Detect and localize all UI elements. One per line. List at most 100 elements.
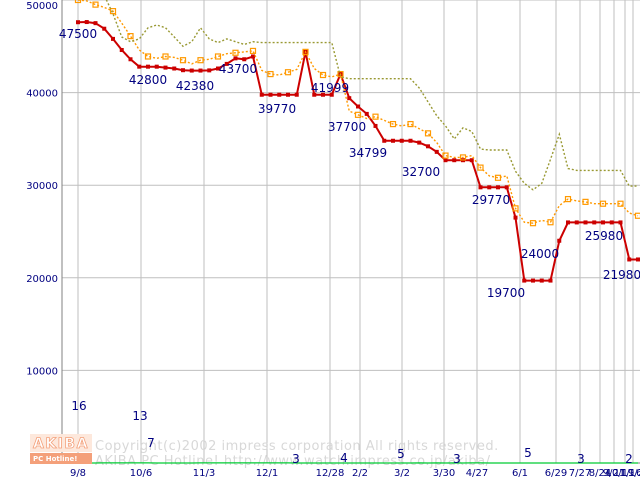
x-axis-tick-label: 9/21 xyxy=(603,468,625,479)
data-point-marker xyxy=(478,185,483,190)
y-axis-tick-label: 20000 xyxy=(26,274,58,285)
data-point-marker xyxy=(93,21,98,26)
price-label: 24000 xyxy=(521,247,559,261)
data-point-marker xyxy=(443,158,448,163)
data-point-marker xyxy=(452,158,457,163)
data-point-marker xyxy=(417,140,422,145)
data-point-marker xyxy=(162,53,169,60)
grid-lines xyxy=(61,0,640,464)
data-point-marker xyxy=(249,47,257,55)
data-point-marker xyxy=(214,53,222,60)
data-point-marker xyxy=(172,66,177,71)
x-axis-tick-label: 11/16 xyxy=(614,468,640,479)
logo-sub-background xyxy=(30,453,92,464)
data-point-marker xyxy=(469,158,474,163)
data-point-marker xyxy=(154,64,159,69)
data-point-marker xyxy=(434,149,439,154)
data-point-marker xyxy=(179,57,187,64)
data-point-marker xyxy=(92,1,99,8)
data-point-marker xyxy=(634,212,640,219)
price-label: 47500 xyxy=(59,27,97,41)
data-point-marker xyxy=(592,220,597,225)
data-point-marker xyxy=(372,113,379,120)
data-point-marker xyxy=(399,138,404,143)
y-axis-tick-label: 40000 xyxy=(26,89,58,100)
data-point-marker xyxy=(617,200,624,207)
data-point-marker xyxy=(609,220,614,225)
data-point-marker xyxy=(356,104,360,109)
data-point-marker xyxy=(128,57,133,62)
y-axis-tick-label: 10000 xyxy=(26,366,58,377)
price-label: 32700 xyxy=(402,165,440,179)
data-point-marker xyxy=(627,257,632,262)
data-point-marker xyxy=(373,123,378,128)
data-point-marker xyxy=(582,198,589,205)
x-axis-tick-label: 6/29 xyxy=(545,468,567,479)
price-label: 19700 xyxy=(487,286,525,300)
data-point-marker xyxy=(459,154,467,161)
watermark: Copyright(c)2002 impress corporation All… xyxy=(95,439,498,469)
data-point-marker xyxy=(127,33,134,40)
data-point-marker xyxy=(442,152,449,159)
count-label: 13 xyxy=(132,409,147,423)
count-label: 5 xyxy=(397,447,405,461)
data-point-marker xyxy=(321,92,325,97)
data-point-marker xyxy=(618,220,623,225)
data-point-marker xyxy=(84,20,89,25)
data-point-marker xyxy=(74,0,82,4)
data-point-marker xyxy=(284,69,292,76)
data-point-marker xyxy=(111,36,115,41)
data-point-marker xyxy=(109,8,117,15)
data-point-marker xyxy=(197,57,204,64)
akiba-logo: AKIBA PC Hotline! xyxy=(30,434,92,464)
data-point-marker xyxy=(601,220,605,225)
series-line-average-price xyxy=(77,0,639,224)
data-point-marker xyxy=(347,96,352,101)
data-point-marker xyxy=(76,20,80,25)
data-point-marker xyxy=(354,111,362,118)
logo-sub-text: PC Hotline! xyxy=(33,455,77,463)
data-point-marker xyxy=(294,92,299,97)
data-point-marker xyxy=(207,68,212,73)
y-axis-tick-label: 30000 xyxy=(26,181,58,192)
data-point-marker xyxy=(531,278,535,283)
x-axis-ticks: 9/8 10/6 11/3 12/1 12/28 2/2 3/2 3/30 4/27 6/1 6/2… xyxy=(70,468,640,479)
data-point-marker xyxy=(277,92,282,97)
price-label: 37700 xyxy=(328,120,366,134)
data-point-marker xyxy=(242,57,247,62)
data-point-marker xyxy=(426,144,430,149)
count-label: 3 xyxy=(577,452,585,466)
x-axis-tick-label: 12/28 xyxy=(316,468,345,479)
data-point-marker xyxy=(198,68,203,73)
data-point-marker xyxy=(408,138,413,143)
price-label: 39770 xyxy=(258,102,296,116)
count-label: 5 xyxy=(524,446,532,460)
x-axis-tick-label: 10/19 xyxy=(606,468,635,479)
price-label: 34799 xyxy=(349,146,387,160)
data-point-marker xyxy=(312,92,317,97)
data-point-marker xyxy=(102,26,107,31)
x-axis-tick-label: 4/27 xyxy=(466,468,488,479)
data-point-marker xyxy=(302,48,309,55)
data-point-marker xyxy=(119,48,124,53)
x-axis-tick-label: 6/1 xyxy=(512,468,528,479)
x-axis-tick-label: 7/27 xyxy=(569,468,591,479)
x-axis-tick-label: 2/2 xyxy=(352,468,368,479)
data-point-marker xyxy=(286,92,290,97)
data-point-marker xyxy=(407,120,414,128)
x-axis-tick-label: 3/2 xyxy=(394,468,410,479)
data-point-marker xyxy=(574,220,579,225)
price-label: 42380 xyxy=(176,79,214,93)
count-point-labels: 16 137 3 4 5 3 5 3 2 xyxy=(71,399,632,466)
data-point-marker xyxy=(504,185,509,190)
data-point-marker xyxy=(636,257,640,262)
count-label: 16 xyxy=(71,399,86,413)
logo-text: AKIBA xyxy=(33,436,89,452)
data-point-marker xyxy=(583,220,588,225)
data-point-marker xyxy=(337,70,344,78)
data-point-marker xyxy=(251,54,255,59)
data-point-marker xyxy=(564,195,572,203)
data-point-marker xyxy=(477,164,484,171)
